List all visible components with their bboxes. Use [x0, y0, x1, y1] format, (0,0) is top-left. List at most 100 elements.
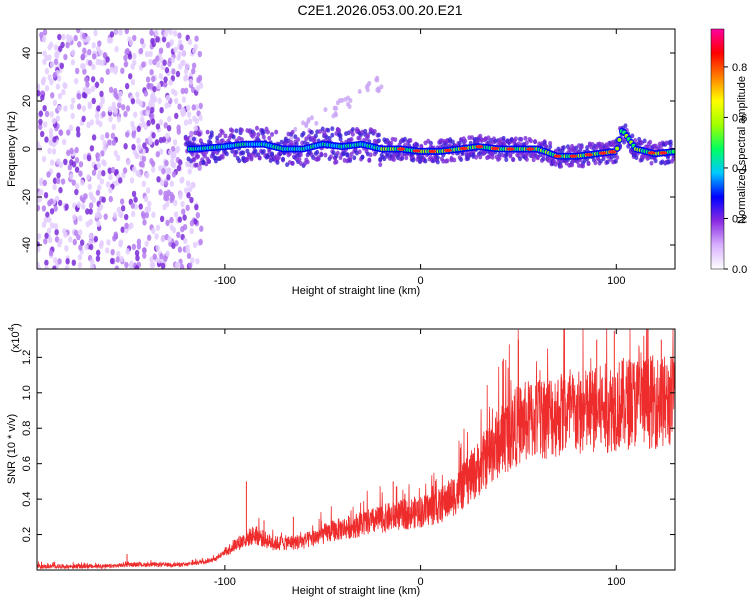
spectrogram-noise-blob [159, 106, 164, 114]
spectrogram-noise-blob [306, 118, 311, 124]
spectrogram-band-blob [372, 129, 377, 134]
spectrogram-noise-blob [169, 39, 174, 46]
spectrogram-band-blob [544, 143, 549, 149]
spectrogram-noise-blob [163, 190, 168, 197]
spectrogram-noise-blob [117, 101, 122, 109]
spectrogram-noise-blob [314, 120, 319, 126]
spectrogram-noise-blob [301, 120, 306, 126]
spectrogram-noise-blob [151, 166, 156, 173]
spectrogram-noise-blob [183, 119, 189, 126]
spectrogram-noise-blob [72, 238, 77, 246]
spectrogram-noise-blob [177, 103, 182, 110]
spectrogram-noise-blob [131, 190, 137, 198]
spectrogram-peak [598, 151, 607, 155]
spectrogram-noise-blob [45, 211, 50, 218]
spectrogram-x-tick-label: 0 [418, 275, 424, 287]
colorbar: 0.0 0.2 0.4 0.6 0.8 Normalized spectral ampl… [710, 28, 748, 276]
spectrogram-noise-blob [141, 213, 146, 220]
spectrogram-noise-blob [161, 168, 166, 175]
spectrogram-noise-blob [69, 173, 74, 180]
spectrogram-band-blob [185, 137, 190, 142]
spectrogram-noise-blob [149, 29, 154, 36]
spectrogram-noise-blob [73, 229, 79, 237]
spectrogram-noise-blob [104, 247, 110, 254]
spectrogram-noise-blob [176, 124, 181, 131]
spectrogram-band-blob [209, 132, 214, 138]
spectrogram-noise-blob [112, 105, 117, 112]
spectrogram-noise-blob [139, 38, 145, 45]
spectrogram-noise-blob [48, 249, 54, 257]
spectrogram-noise-blob [127, 53, 133, 60]
spectrogram-noise-blob [147, 200, 152, 207]
spectrogram-noise-blob [186, 111, 192, 118]
spectrogram-band-blob [323, 152, 328, 158]
spectrogram-noise-blob [155, 224, 161, 231]
spectrogram-band-blob [389, 140, 394, 146]
spectrogram-noise-blob [182, 223, 188, 231]
spectrogram-band-blob [382, 156, 387, 162]
spectrogram-noise-blob [174, 112, 179, 120]
spectrogram-noise-blob [183, 237, 188, 244]
spectrogram-noise-blob [127, 73, 133, 80]
spectrogram-noise-blob [143, 195, 149, 203]
spectrogram-noise-blob [84, 76, 89, 83]
spectrogram-noise-blob [146, 234, 152, 241]
spectrogram-band-blob [293, 134, 298, 140]
spectrogram-noise-blob [130, 63, 135, 70]
spectrogram-band-blob [290, 129, 295, 135]
spectrogram-noise-blob [138, 203, 143, 210]
spectrogram-noise-blob [129, 177, 135, 184]
spectrogram-noise-blob [155, 151, 160, 158]
spectrogram-noise-blob [114, 29, 119, 35]
spectrogram-noise-blob [100, 150, 105, 157]
spectrogram-noise-blob [47, 216, 52, 223]
spectrogram-noise-blob [179, 264, 185, 269]
spectrogram-band-blob [313, 133, 318, 139]
spectrogram-noise-blob [113, 150, 118, 157]
spectrogram-noise-blob [41, 221, 47, 228]
spectrogram-noise-blob [74, 146, 79, 154]
spectrogram-band-blob [593, 160, 598, 166]
spectrogram-noise-blob [43, 121, 48, 128]
spectrogram-noise-blob [123, 213, 129, 221]
snr-y-tick-label: 0.8 [21, 421, 33, 436]
spectrogram-noise-blob [158, 119, 164, 126]
spectrogram-band-blob [191, 157, 196, 163]
spectrogram-noise-blob [165, 168, 170, 175]
spectrogram-noise-blob [176, 164, 182, 172]
spectrogram-noise-blob [56, 158, 61, 165]
spectrogram-noise-blob [148, 50, 153, 58]
spectrogram-noise-blob [105, 181, 111, 188]
spectrogram-band-blob [281, 156, 286, 162]
spectrogram-peak [490, 146, 499, 151]
spectrogram-noise-blob [119, 198, 125, 205]
spectrogram-noise-blob [154, 139, 160, 146]
spectrogram-noise-blob [120, 205, 126, 212]
snr-plot-area [37, 329, 675, 570]
spectrogram-noise-blob [81, 115, 86, 123]
spectrogram-noise-blob [178, 193, 183, 200]
spectrogram-noise-blob [196, 76, 201, 84]
spectrogram-noise-blob [65, 42, 70, 49]
spectrogram-noise-blob [82, 153, 88, 160]
snr-panel: -100 0 100 0.2 0.4 0.6 0.8 1.0 1.2 Height of str… [6, 323, 676, 597]
spectrogram-noise-blob [88, 202, 94, 209]
spectrogram-band-blob [478, 133, 483, 139]
spectrogram-noise-blob [343, 96, 348, 102]
spectrogram-noise-blob [56, 172, 61, 179]
spectrogram-noise-blob [40, 130, 45, 138]
spectrogram-band-blob [220, 138, 225, 143]
spectrogram-noise-blob [106, 37, 112, 44]
spectrogram-noise-blob [189, 196, 194, 204]
spectrogram-noise-blob [173, 46, 178, 53]
spectrogram-noise-blob [191, 62, 197, 69]
spectrogram-noise-blob [173, 199, 178, 207]
snr-y-label: SNR (10 * v/v) [6, 414, 18, 484]
spectrogram-noise-blob [76, 201, 81, 208]
spectrogram-noise-blob [124, 82, 130, 90]
spectrogram-noise-blob [99, 240, 104, 247]
spectrogram-noise-blob [41, 35, 47, 43]
spectrogram-noise-blob [129, 260, 134, 267]
spectrogram-band-blob [348, 155, 353, 161]
spectrogram-band-blob [376, 132, 381, 138]
